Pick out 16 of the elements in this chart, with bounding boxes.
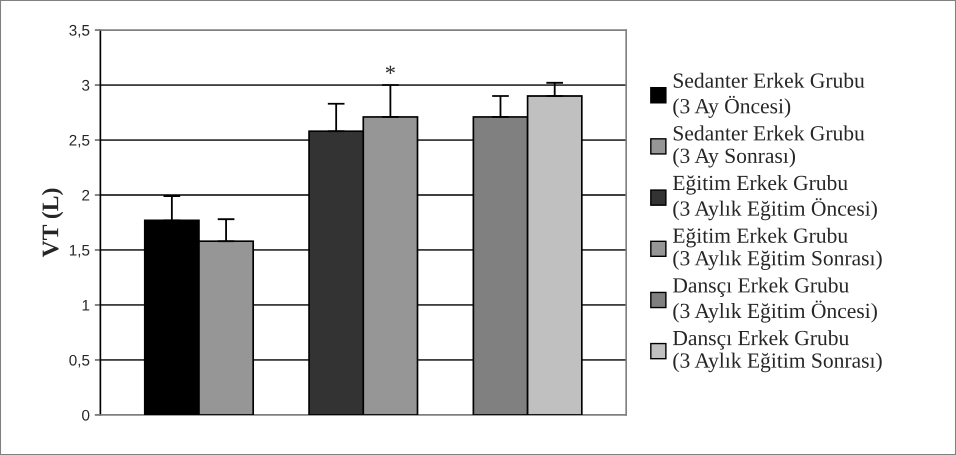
legend-label: Dansçı Erkek Grubu (3 Aylık Eğitim Sonrası) [672,330,882,372]
legend-label: Dansçı Erkek Grubu (3 Aylık Eğitim Öncesi) [672,277,877,323]
y-tick-label: 1,5 [70,245,90,258]
y-tick-label: 3 [82,80,90,91]
legend-label: Sedanter Erkek Grubu (3 Ay Sonrası) [673,125,864,168]
legend-label: Eğitim Erkek Grubu (3 Aylık Eğitim Öncesi) [672,175,877,220]
y-tick-label: 2 [82,190,90,201]
y-tick-label: 0 [82,410,90,421]
y-tick-label: 1 [82,300,90,311]
y-axis-title: VT (L) [42,188,64,258]
y-tick-label: 0,5 [69,354,90,368]
legend-label: Sedanter Erkek Grubu (3 Ay Öncesi) [673,72,864,118]
y-tick-label: 2,5 [69,134,90,148]
legend-label: Eğitim Erkek Grubu (3 Aylık Eğitim Sonrası) [672,228,882,270]
data-label: * [386,66,395,74]
y-tick-label: 3,5 [69,24,90,38]
